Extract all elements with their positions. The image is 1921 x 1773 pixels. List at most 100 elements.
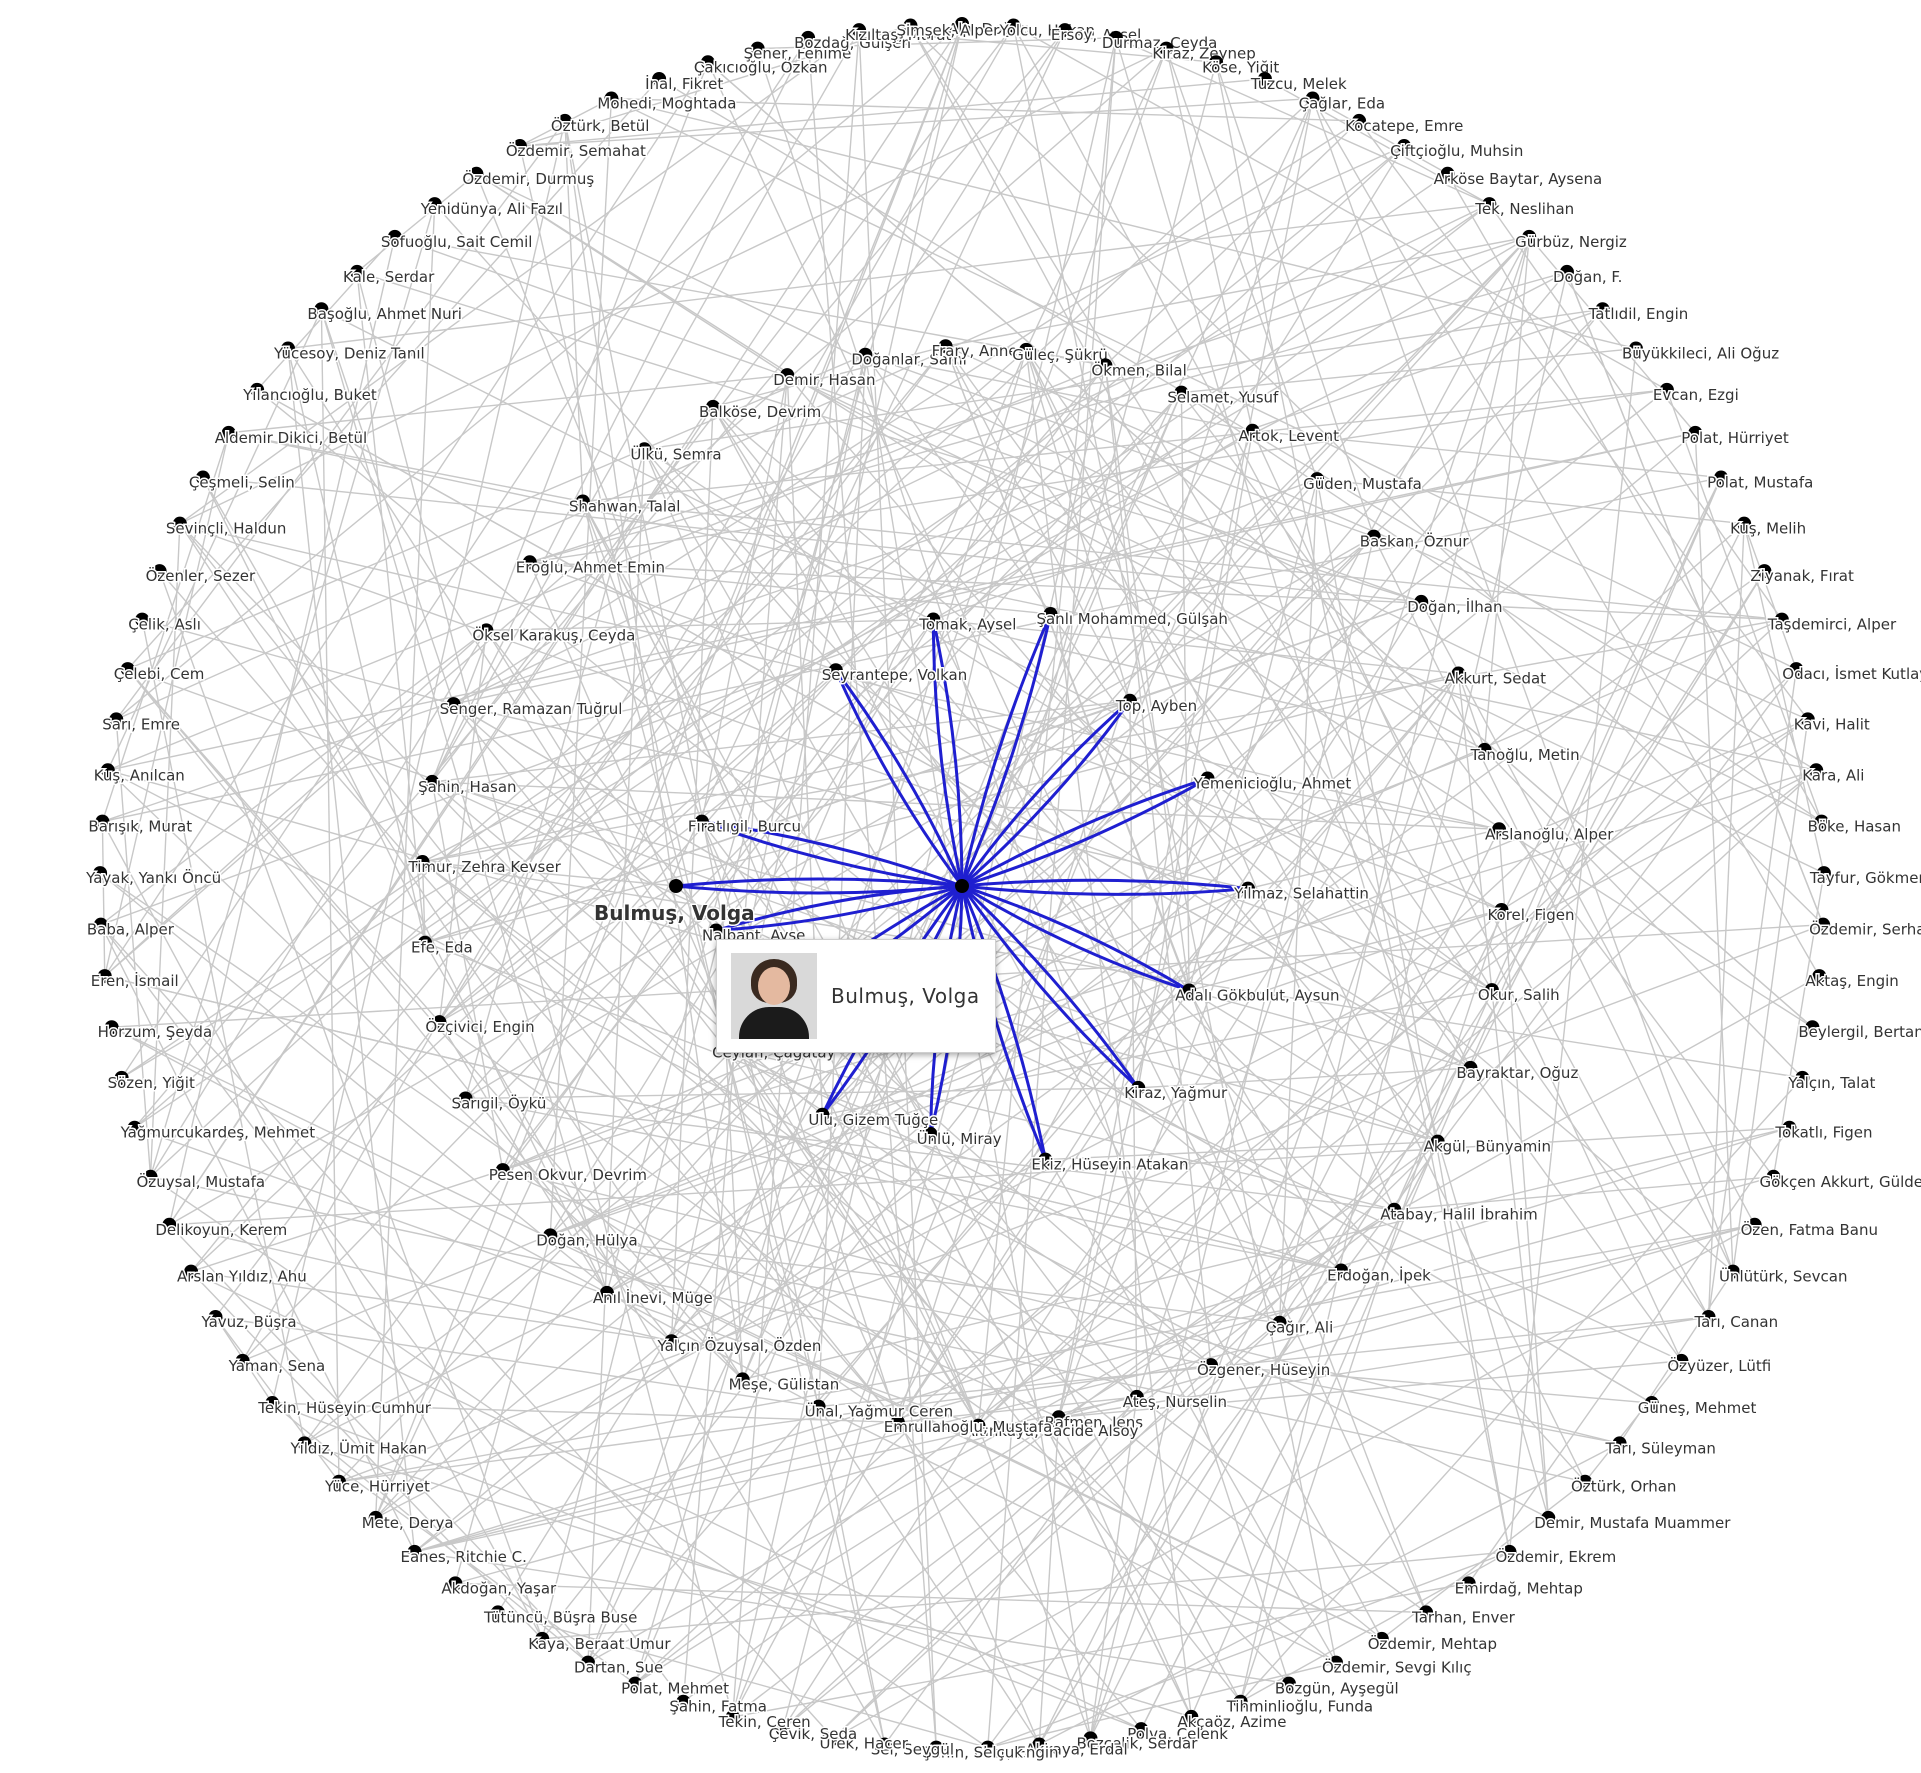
node-ozdemir-sevgi-k-l-c[interactable]: Özdemir, Sevgi Kılıç [1321,1655,1473,1678]
node-ates-nurselin[interactable]: Ateş, Nurselin [1121,1389,1229,1412]
node-dot[interactable] [1209,55,1224,70]
node-okmen-bilal[interactable]: Ökmen, Bilal [1090,358,1188,381]
node-dot[interactable] [1159,41,1174,56]
node-sofuoglu-sait-cemil[interactable]: Sofuoğlu, Sait Cemil [379,229,534,252]
node-atabay-halil-ibrahim[interactable]: Atabay, Halil İbrahim [1379,1202,1539,1225]
node-dot[interactable] [735,1372,750,1387]
node-frary-anne[interactable]: Frary, Anne [930,339,1019,362]
node-dot[interactable] [980,1740,995,1755]
node-dot[interactable] [350,264,365,279]
node-dot[interactable] [93,866,108,881]
node-eren-ismail[interactable]: Eren, İsmail [89,969,180,992]
node-tomak-aysel[interactable]: Tomak, Aysel [917,612,1018,635]
node-top-ayben[interactable]: Top, Ayben [1113,693,1199,716]
node-yagmurcukardes-mehmet[interactable]: Yağmurcukardeş, Mehmet [118,1120,317,1143]
node-ozenler-sezer[interactable]: Özenler, Sezer [144,564,257,587]
node-bar-s-k-murat[interactable]: Barışık, Murat [87,814,194,837]
node-dot[interactable] [1714,470,1729,485]
node-dot[interactable] [1233,1694,1248,1709]
node-dot[interactable] [184,1264,199,1279]
node-tar-suleyman[interactable]: Tarı, Süleyman [1603,1436,1717,1459]
node-akkurt-sedat[interactable]: Akkurt, Sedat [1443,666,1548,689]
node-dot[interactable] [490,1605,505,1620]
node-arslan-y-ld-z-ahu[interactable]: Arslan Yıldız, Ahu [176,1264,308,1287]
node-dot[interactable] [1083,1731,1098,1746]
node-baskan-oznur[interactable]: Baskan, Öznur [1358,529,1471,552]
node-ciftcioglu-muhsin[interactable]: Çiftçioğlu, Muhsin [1389,139,1525,162]
node-dot[interactable] [1019,342,1034,357]
node-rafmen-jens[interactable]: Rafmen, Jens [1043,1410,1145,1433]
node-bulmus-volga[interactable]: Bulmuş, Volga [593,879,756,927]
node-y-lanc-oglu-buket[interactable]: Yılancıoğlu, Buket [241,382,378,405]
node-dot[interactable] [1674,1353,1689,1368]
node-sahin-fatma[interactable]: Şahin, Fatma [668,1694,768,1717]
node-yolcu-hakan[interactable]: Yolcu, Hakan [997,18,1096,41]
node-ulku-semra[interactable]: Ülkü, Semra [629,442,723,465]
node-dot[interactable] [1644,1396,1659,1411]
node-cesmeli-selin[interactable]: Çeşmeli, Selin [187,470,296,493]
node-aktas-engin[interactable]: Aktaş, Engin [1804,969,1900,992]
node-gulec-sukru[interactable]: Güleç, Şükrü [1011,342,1109,365]
node-dot[interactable] [971,1418,986,1433]
node-dot[interactable] [1257,71,1272,86]
node-dot[interactable] [1522,229,1537,244]
node-sanl-mohammed-gulsah[interactable]: Şanlı Mohammed, Gülşah [1035,607,1229,630]
node-dot[interactable] [1043,607,1058,622]
node-dot[interactable] [1816,866,1831,881]
node-dot[interactable] [1329,1655,1344,1670]
node-dot[interactable] [1051,1410,1066,1425]
node-korel-figen[interactable]: Korel, Figen [1486,902,1576,925]
node-artok-levent[interactable]: Artok, Levent [1237,423,1341,446]
node-inal-fikret[interactable]: İnal, Fikret [644,71,725,94]
node-bozdag-gulsen[interactable]: Bozdağ, Gülşen [793,30,913,53]
node-dot[interactable] [669,879,683,893]
node-ozturk-orhan[interactable]: Öztürk, Orhan [1570,1474,1678,1497]
node-horzum-seyda[interactable]: Horzum, Şeyda [96,1020,214,1043]
node-tarhan-enver[interactable]: Tarhan, Enver [1410,1605,1517,1628]
node-ziyanak-f-rat[interactable]: Ziyanak, Fırat [1749,564,1856,587]
node-alt-nkaya-sacide-alsoy[interactable]: Altınkaya, Sacide Alsoy [963,1418,1140,1441]
node-unluturk-sevcan[interactable]: Ünlütürk, Sevcan [1717,1264,1849,1287]
node-kose-yigit[interactable]: Köse, Yiğit [1201,55,1281,78]
node-dot[interactable] [195,470,210,485]
node-dot[interactable] [1374,1631,1389,1646]
node-dot[interactable] [265,1396,280,1411]
node-dot[interactable] [127,1120,142,1135]
hub-dot[interactable] [955,879,969,893]
node-cag-r-ali[interactable]: Çağır, Ali [1264,1315,1335,1338]
node-sar-gil-oyku[interactable]: Sarıgil, Öykü [450,1091,548,1114]
node-dot[interactable] [923,1127,938,1142]
node-dot[interactable] [938,339,953,354]
node-dot[interactable] [780,368,795,383]
node-dot[interactable] [1281,1676,1296,1691]
node-gokcen-akkurt-gulden[interactable]: Gökçen Akkurt, Gülden [1758,1169,1921,1192]
node-shahwan-talal[interactable]: Shahwan, Talal [567,494,682,517]
node-emirdag-mehtap[interactable]: Emirdağ, Mehtap [1453,1576,1584,1599]
node-durmaz-ceyda[interactable]: Durmaz, Ceyda [1100,30,1219,53]
node-oksel-karakus-ceyda[interactable]: Öksel Karakuş, Ceyda [471,623,637,646]
node-dot[interactable] [1419,1605,1434,1620]
node-dot[interactable] [1134,1722,1149,1737]
node-dot[interactable] [495,1163,510,1178]
node-dot[interactable] [1816,917,1831,932]
node-eanes-ritchie-c[interactable]: Eanes, Ritchie C. [399,1544,528,1567]
node-dot[interactable] [1006,18,1021,33]
node-dogan-hulya[interactable]: Doğan, Hülya [535,1228,639,1251]
node-dot[interactable] [1184,1709,1199,1724]
node-dot[interactable] [801,30,816,45]
node-dot[interactable] [427,197,442,212]
node-yayak-yank-oncu[interactable]: Yayak, Yankı Öncü [84,866,223,889]
node-yemenicioglu-ahmet[interactable]: Yemenicioğlu, Ahmet [1191,771,1353,794]
node-dot[interactable] [1800,712,1815,727]
node-akgul-bunyamin[interactable]: Akgül, Bünyamin [1422,1134,1552,1157]
node-dot[interactable] [725,1709,740,1724]
node-dot[interactable] [1782,1120,1797,1135]
node-dot[interactable] [1482,197,1497,212]
node-dot[interactable] [458,1091,473,1106]
node-dot[interactable] [664,1334,679,1349]
node-dot[interactable] [955,17,969,31]
node-dot[interactable] [297,1436,312,1451]
node-dot[interactable] [826,1731,841,1746]
node-erdogan-ipek[interactable]: Erdoğan, İpek [1326,1263,1433,1286]
node-dot[interactable] [775,1722,790,1737]
